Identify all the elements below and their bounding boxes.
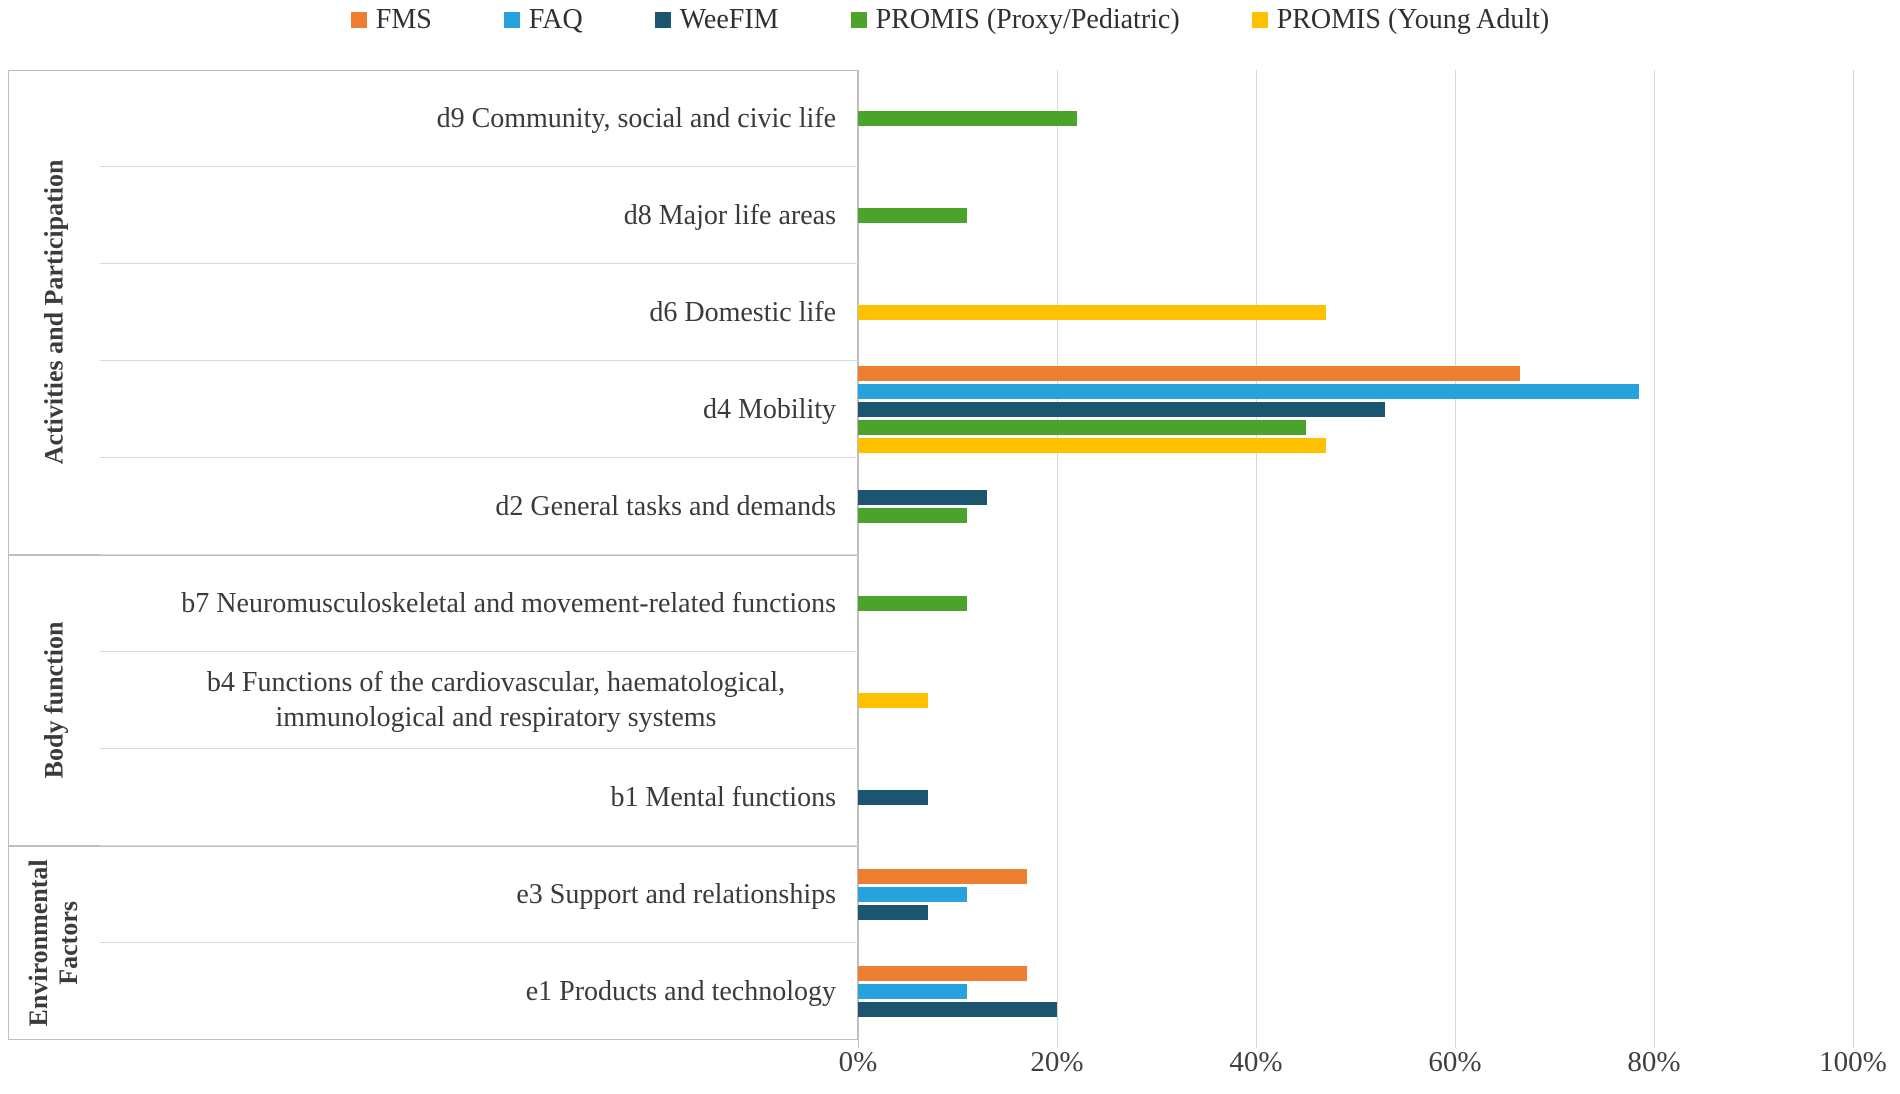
category-row-label: d6 Domestic life — [100, 264, 858, 361]
category-row-label: e1 Products and technology — [100, 943, 858, 1040]
plot-area — [858, 70, 1853, 1040]
group-label-text: Environmental Factors — [24, 859, 83, 1027]
category-row-label: d8 Major life areas — [100, 167, 858, 264]
legend-label: FAQ — [528, 4, 583, 35]
category-row-bars — [858, 458, 1853, 555]
category-row-bars — [858, 70, 1853, 167]
bar-fms — [858, 966, 1028, 981]
gridline — [1256, 70, 1257, 1048]
group-label-text: Body function — [39, 621, 69, 779]
group-label-activities: Activities and Participation — [8, 70, 100, 555]
bar-weefim — [858, 490, 988, 505]
legend-label: FMS — [375, 4, 432, 35]
x-tick-label: 0% — [838, 1046, 878, 1078]
bar-fms — [858, 869, 1028, 884]
bar-promis-young-adult- — [858, 438, 1326, 453]
category-label: d9 Community, social and civic life — [436, 102, 836, 134]
gridline — [1654, 70, 1655, 1048]
category-label: d2 General tasks and demands — [495, 490, 836, 522]
category-label: d6 Domestic life — [649, 296, 836, 328]
legend-label: PROMIS (Proxy/Pediatric) — [875, 4, 1180, 35]
bar-faq — [858, 887, 968, 902]
category-row-bars — [858, 846, 1853, 943]
category-label-column: d9 Community, social and civic life d8 Ma… — [100, 70, 858, 1040]
bar-promis-proxy-pediatric- — [858, 596, 968, 611]
group-boundary-line — [8, 846, 858, 847]
category-label: b7 Neuromusculoskeletal and movement-rel… — [181, 587, 836, 619]
legend-item: FAQ — [503, 4, 583, 36]
bar-promis-proxy-pediatric- — [858, 508, 968, 523]
category-row-bars — [858, 264, 1853, 361]
gridline — [1455, 70, 1456, 1048]
legend-swatch — [503, 12, 520, 28]
gridline — [1057, 70, 1058, 1048]
bar-promis-proxy-pediatric- — [858, 420, 1306, 435]
x-axis-tick-labels: 0% 20% 40% 60% 80% 100% — [0, 1046, 1900, 1086]
category-row-bars — [858, 749, 1853, 846]
category-label: d8 Major life areas — [623, 199, 836, 231]
category-row-label: b1 Mental functions — [100, 749, 858, 846]
legend-swatch — [1251, 12, 1268, 28]
group-label-environmental: Environmental Factors — [8, 846, 100, 1040]
x-tick-label: 20% — [1030, 1046, 1084, 1078]
category-row-bars — [858, 943, 1853, 1040]
category-row-label: d2 General tasks and demands — [100, 458, 858, 555]
legend-swatch — [350, 12, 367, 28]
category-row-bars — [858, 361, 1853, 458]
legend-item: PROMIS (Proxy/Pediatric) — [850, 4, 1180, 36]
bar-weefim — [858, 1002, 1057, 1017]
category-row-label: d4 Mobility — [100, 361, 858, 458]
bar-weefim — [858, 790, 928, 805]
category-label: e1 Products and technology — [525, 976, 836, 1007]
legend-swatch — [850, 12, 867, 28]
legend-label: WeeFIM — [679, 4, 779, 35]
category-label: e3 Support and relationships — [516, 878, 836, 910]
category-label: d4 Mobility — [702, 393, 836, 425]
bar-promis-young-adult- — [858, 693, 928, 708]
bar-promis-proxy-pediatric- — [858, 208, 968, 223]
legend-item: WeeFIM — [654, 4, 779, 36]
gridline — [1853, 70, 1854, 1048]
bar-faq — [858, 384, 1640, 399]
category-row-label: e3 Support and relationships — [100, 846, 858, 943]
category-row-label: d9 Community, social and civic life — [100, 70, 858, 167]
category-label: b1 Mental functions — [610, 781, 836, 813]
bar-weefim — [858, 905, 928, 920]
legend-swatch — [654, 12, 671, 28]
bar-weefim — [858, 402, 1386, 417]
gridline — [858, 70, 859, 1048]
x-tick-label: 40% — [1229, 1046, 1283, 1078]
legend-item: FMS — [350, 4, 432, 36]
x-tick-label: 80% — [1627, 1046, 1681, 1078]
category-label: b4 Functions of the cardiovascular, haem… — [206, 667, 786, 733]
category-row-label: b4 Functions of the cardiovascular, haem… — [100, 652, 858, 749]
category-row-bars — [858, 652, 1853, 749]
group-label-column: Activities and Participation Body functio… — [8, 70, 100, 1040]
bar-fms — [858, 366, 1520, 381]
category-row-bars — [858, 167, 1853, 264]
group-label-body: Body function — [8, 555, 100, 846]
legend-item: PROMIS (Young Adult) — [1251, 4, 1550, 36]
bar-promis-young-adult- — [858, 305, 1326, 320]
bar-faq — [858, 984, 968, 999]
category-row-label: b7 Neuromusculoskeletal and movement-rel… — [100, 555, 858, 652]
x-tick-label: 100% — [1819, 1046, 1887, 1078]
category-row-bars — [858, 555, 1853, 652]
legend-label: PROMIS (Young Adult) — [1276, 4, 1550, 35]
legend: FMS FAQ WeeFIM PROMIS (Proxy/Pediatric) PROM… — [0, 4, 1900, 36]
x-tick-label: 60% — [1428, 1046, 1482, 1078]
group-boundary-line — [8, 555, 858, 556]
bar-promis-proxy-pediatric- — [858, 111, 1077, 126]
group-label-text: Activities and Participation — [39, 159, 69, 465]
